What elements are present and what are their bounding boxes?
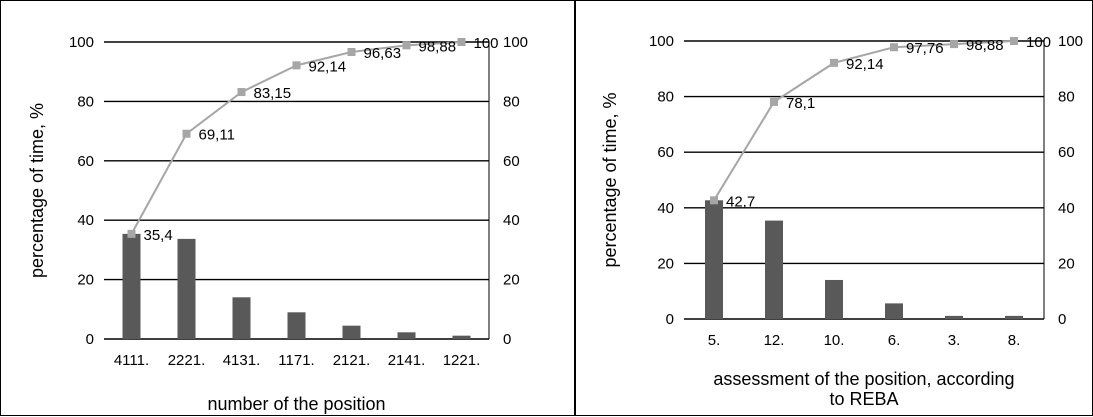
x-tick-label: 2221. xyxy=(168,352,206,369)
y2-tick-label: 20 xyxy=(1058,255,1075,272)
bar xyxy=(945,315,963,319)
y2-tick-label: 80 xyxy=(503,93,520,110)
data-label: 69,11 xyxy=(199,127,235,144)
line-point xyxy=(1010,37,1018,45)
bar xyxy=(765,220,783,319)
y-tick-label: 40 xyxy=(77,212,94,229)
data-label: 96,63 xyxy=(364,45,402,62)
chart-right: 0 20 40 60 80 100 0 20 40 60 80 100 5. 12. 10. 6. 3. 8. 42… xyxy=(600,33,1083,409)
line-point xyxy=(890,43,898,52)
data-label: 92,14 xyxy=(846,56,884,73)
y2-tick-label: 20 xyxy=(503,272,520,289)
y-tick-label: 0 xyxy=(666,311,674,328)
y2-tick-label: 0 xyxy=(503,331,511,348)
bar xyxy=(232,297,251,339)
line-point xyxy=(402,41,411,50)
y-axis-title: percentage of time, % xyxy=(600,92,620,267)
line-point xyxy=(770,97,778,106)
bar xyxy=(452,335,471,339)
line-point xyxy=(292,61,301,70)
y-tick-label: 80 xyxy=(657,89,674,106)
data-label: 100 xyxy=(1026,34,1051,51)
x-tick-label: 3. xyxy=(948,332,961,349)
x-tick-label: 2141. xyxy=(388,352,426,369)
y2-tick-label: 100 xyxy=(1058,33,1083,50)
y-tick-label: 60 xyxy=(77,153,94,170)
data-label: 97,76 xyxy=(906,40,944,57)
y2-tick-label: 80 xyxy=(1058,89,1075,106)
x-tick-label: 10. xyxy=(824,332,845,349)
cumulative-line xyxy=(713,40,1015,201)
x-tick-label: 5. xyxy=(708,332,721,349)
data-label: 98,88 xyxy=(966,37,1004,54)
y-tick-label: 60 xyxy=(657,144,674,161)
x-tick-label: 4131. xyxy=(223,352,261,369)
y2-tick-label: 100 xyxy=(503,34,528,51)
y-axis-title: percentage of time, % xyxy=(27,103,47,278)
y2-tick-label: 0 xyxy=(1058,311,1066,328)
bar xyxy=(1005,315,1023,319)
bar xyxy=(177,238,196,339)
bar xyxy=(122,233,141,339)
y2-tick-label: 40 xyxy=(503,212,520,229)
y-tick-label: 40 xyxy=(657,200,674,217)
line-point xyxy=(710,196,718,205)
x-tick-label: 6. xyxy=(888,332,901,349)
x-tick-label: 1171. xyxy=(278,352,314,369)
y-tick-label: 80 xyxy=(77,93,94,110)
y-tick-label: 100 xyxy=(69,34,94,51)
y-tick-label: 0 xyxy=(86,331,94,348)
line-point xyxy=(830,58,838,67)
line-point xyxy=(950,40,958,49)
bar xyxy=(885,303,903,319)
y2-tick-label: 60 xyxy=(1058,144,1075,161)
chart-panel-left: 0 20 40 60 80 100 0 20 40 60 80 100 4111. 2221. 4131. 1… xyxy=(0,0,575,416)
bar xyxy=(397,332,416,339)
data-label: 92,14 xyxy=(309,58,347,75)
cumulative-line xyxy=(130,41,462,235)
bar xyxy=(825,279,843,319)
x-tick-label: 2121. xyxy=(333,352,371,369)
x-tick-label: 4111. xyxy=(114,352,149,369)
data-label: 98,88 xyxy=(419,38,457,55)
data-label: 100 xyxy=(474,35,499,52)
data-label: 78,1 xyxy=(786,95,815,112)
x-tick-label: 1221. xyxy=(443,352,481,369)
line-point xyxy=(182,129,191,138)
y2-tick-label: 60 xyxy=(503,153,520,170)
data-label: 42,7 xyxy=(726,193,755,210)
y-tick-label: 20 xyxy=(77,272,94,289)
chart-left: 0 20 40 60 80 100 0 20 40 60 80 100 4111. 2221. 4131. 1… xyxy=(27,34,528,414)
y-tick-label: 100 xyxy=(649,33,674,50)
data-label: 35,4 xyxy=(144,227,173,244)
bar xyxy=(705,200,723,319)
x-axis-title-line: to REBA xyxy=(829,389,898,409)
line-point xyxy=(347,48,356,57)
bar xyxy=(342,325,361,339)
line-point xyxy=(457,38,466,46)
line-point xyxy=(127,229,136,238)
chart-panel-right: 0 20 40 60 80 100 0 20 40 60 80 100 5. 12. 10. 6. 3. 8. 42… xyxy=(575,0,1093,416)
x-tick-label: 8. xyxy=(1008,332,1021,349)
data-label: 83,15 xyxy=(254,85,292,102)
x-tick-label: 12. xyxy=(764,332,785,349)
x-axis-title: number of the position xyxy=(207,394,385,414)
line-point xyxy=(237,88,246,97)
y-tick-label: 20 xyxy=(657,255,674,272)
x-axis-title-line: assessment of the position, according xyxy=(713,369,1014,389)
bar xyxy=(287,312,306,339)
y2-tick-label: 40 xyxy=(1058,200,1075,217)
